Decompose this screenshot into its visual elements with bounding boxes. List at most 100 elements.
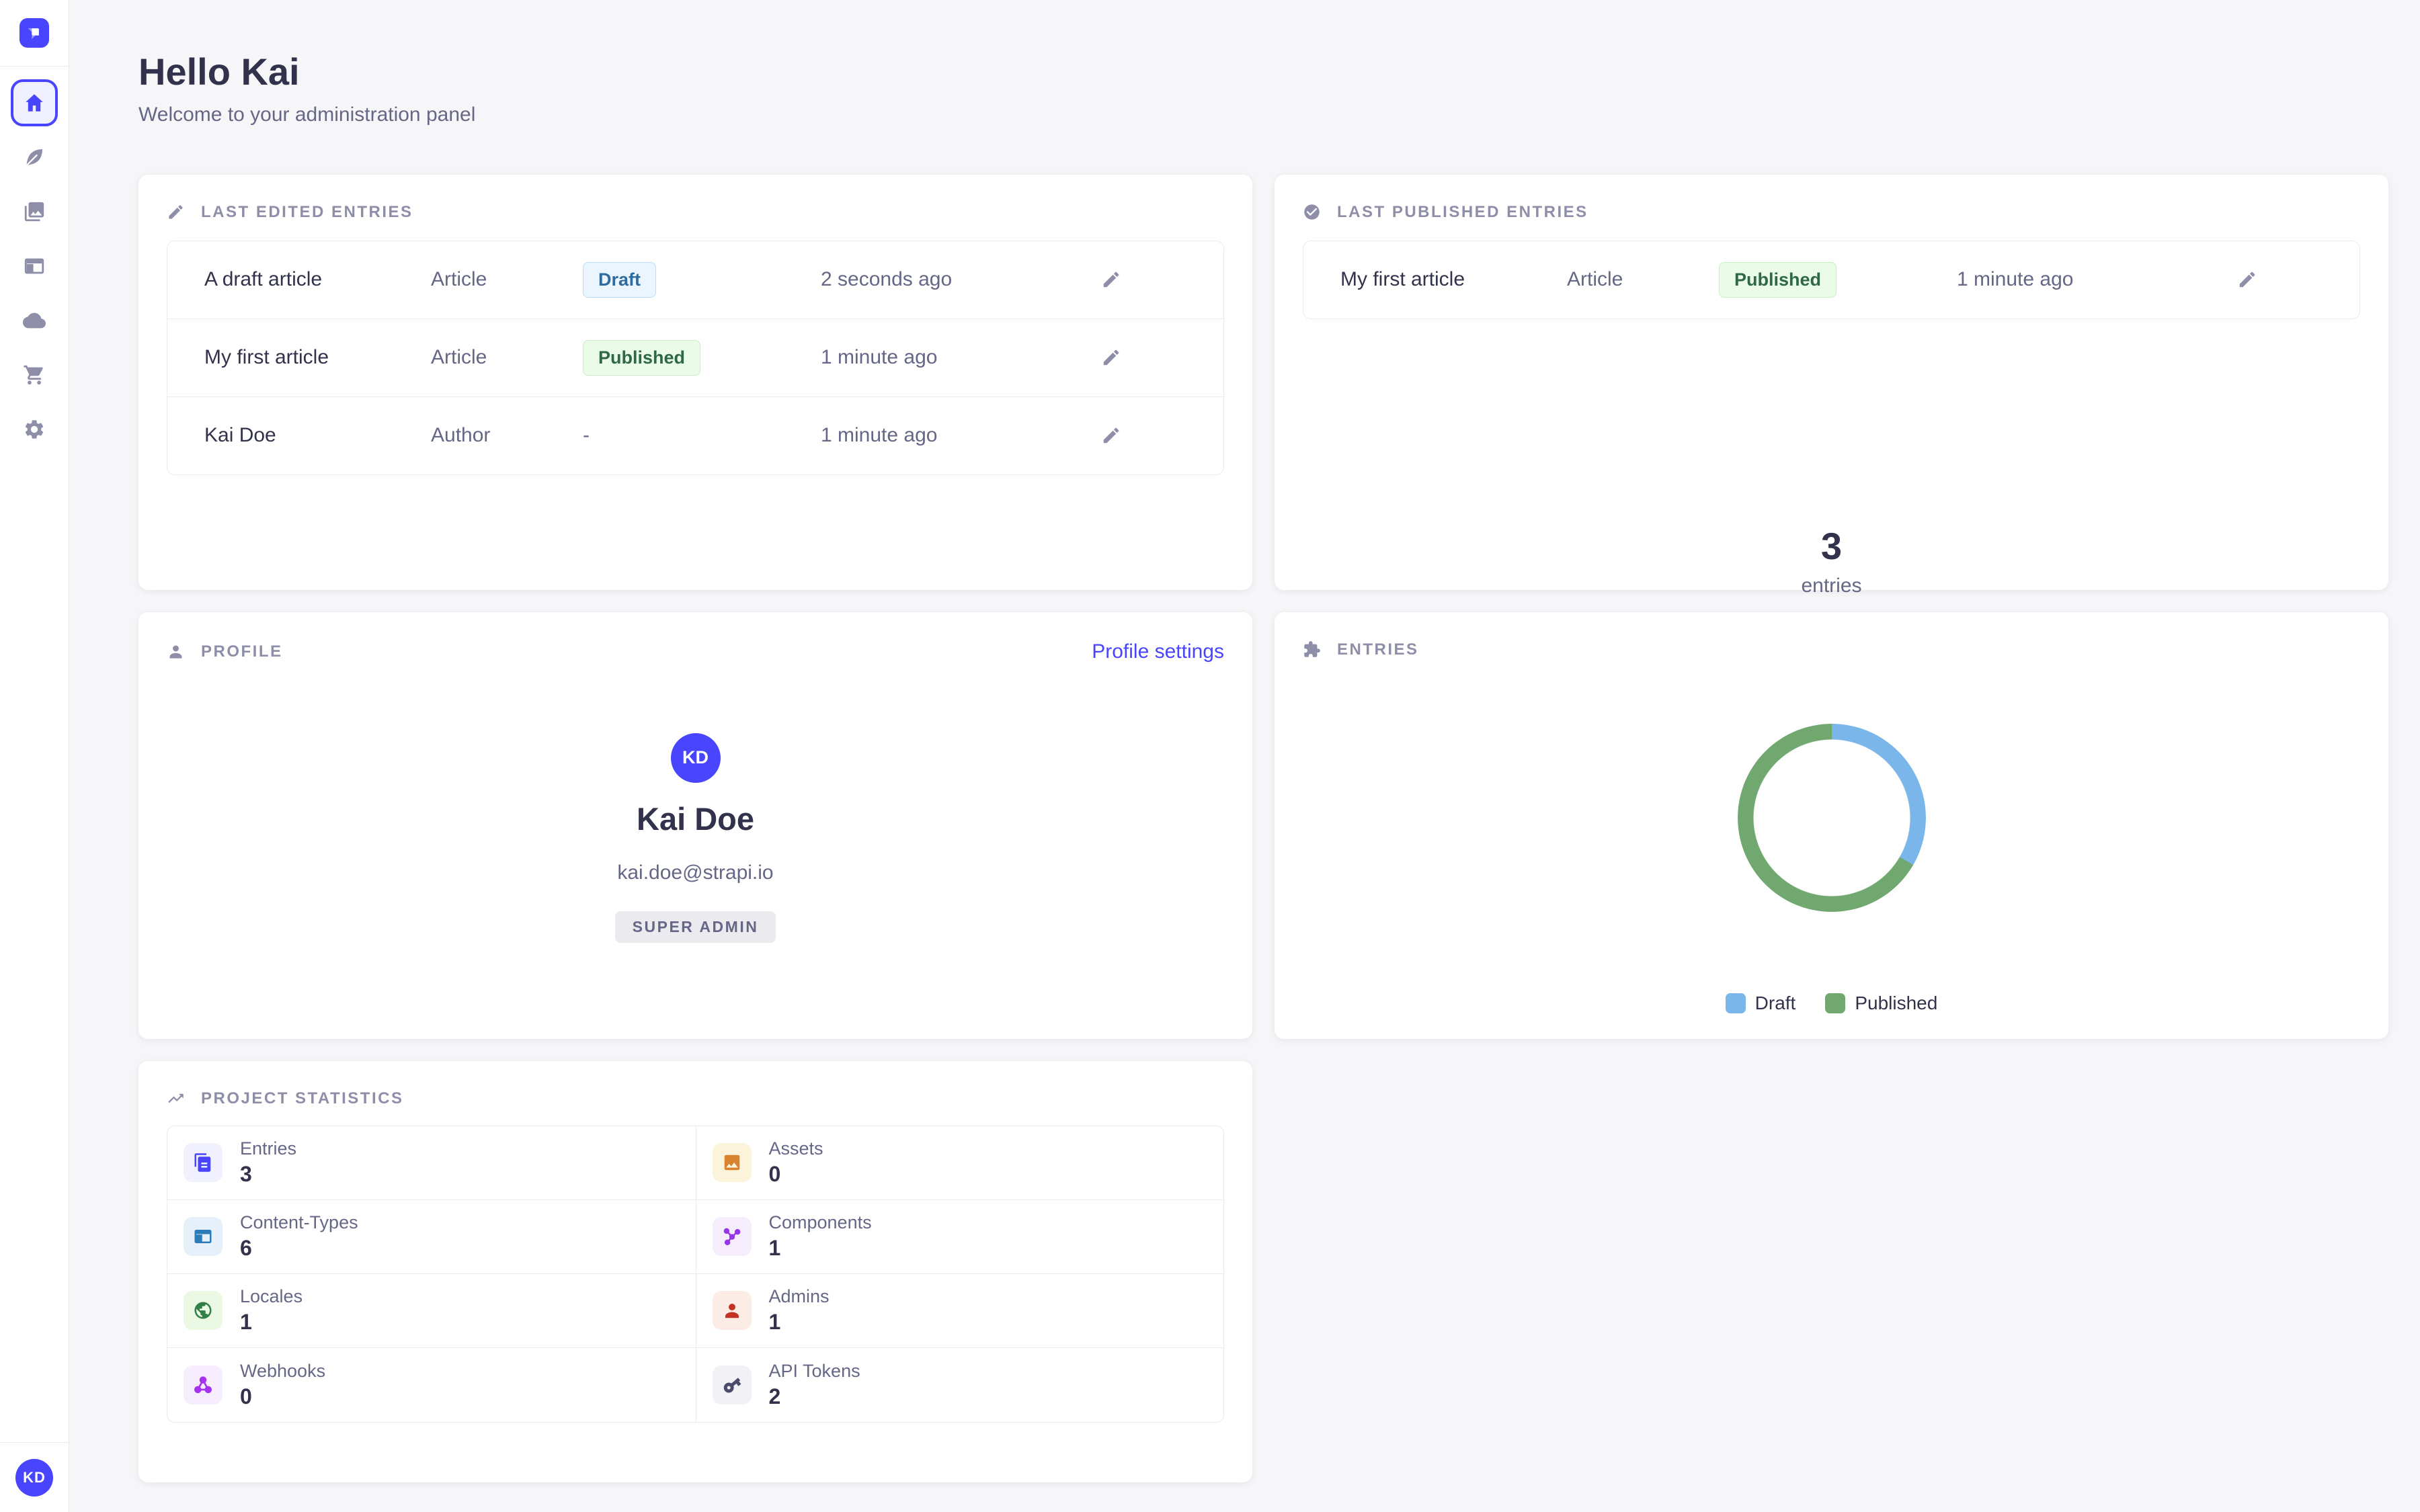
profile-settings-link[interactable]: Profile settings <box>1092 640 1224 663</box>
entries-chart-card: ENTRIES 3 entries Draft Published <box>1275 527 2388 1039</box>
entry-time: 2 seconds ago <box>821 268 953 291</box>
entries-donut-wrap: 3 entries Draft Published <box>1303 527 2360 1014</box>
draft-swatch <box>1725 993 1746 1013</box>
person-icon <box>725 1304 739 1318</box>
stat-text: Webhooks 0 <box>240 1361 325 1409</box>
puzzle-icon <box>1304 641 1320 657</box>
nodes-icon <box>723 1228 740 1246</box>
entry-time: 1 minute ago <box>821 346 938 369</box>
documents-icon <box>194 1153 211 1172</box>
globe-icon <box>194 1302 212 1319</box>
edit-entry-button[interactable] <box>1101 425 1223 446</box>
entry-status: - <box>583 424 590 447</box>
stat-text: Admins 1 <box>769 1286 830 1335</box>
stat-value: 3 <box>240 1162 252 1187</box>
stat-value: 2 <box>768 1384 781 1409</box>
project-statistics-header: PROJECT STATISTICS <box>167 1089 1224 1108</box>
card-title: PROJECT STATISTICS <box>201 1089 404 1107</box>
entry-name: My first article <box>204 346 329 369</box>
last-edited-entries-card: LAST EDITED ENTRIES A draft article Arti… <box>138 174 1252 590</box>
strapi-logo[interactable] <box>19 18 49 48</box>
edit-entry-button[interactable] <box>1101 347 1223 368</box>
entry-time: 1 minute ago <box>1957 268 2074 291</box>
stat-tile <box>184 1291 223 1331</box>
entry-status: Draft <box>583 261 821 298</box>
empty-grid-cell <box>1275 1061 2388 1482</box>
status-badge: Draft <box>583 261 657 298</box>
stat-text: Content-Types 6 <box>240 1212 358 1261</box>
cloud-icon <box>23 312 46 329</box>
sidebar-item-home[interactable] <box>11 79 58 126</box>
strapi-logo-icon <box>28 28 39 40</box>
last-published-header: LAST PUBLISHED ENTRIES <box>1303 203 2360 222</box>
stat-label: Assets <box>768 1138 823 1159</box>
stat-value: 0 <box>240 1384 252 1409</box>
cards-grid: LAST EDITED ENTRIES A draft article Arti… <box>138 174 2388 1482</box>
card-title: PROFILE <box>201 642 283 661</box>
stat-content-types: Content-Types 6 <box>167 1200 696 1274</box>
pencil-icon <box>1103 349 1119 366</box>
entry-type: Article <box>431 346 487 369</box>
stat-text: Assets 0 <box>769 1138 823 1187</box>
pencil-icon <box>169 205 183 219</box>
entries-donut <box>1737 723 1926 912</box>
entry-status: Published <box>1719 261 1957 298</box>
last-edited-table: A draft article Article Draft 2 seconds … <box>167 240 1224 475</box>
edit-entry-button[interactable] <box>1101 269 1223 290</box>
role-badge: SUPER ADMIN <box>614 911 776 943</box>
stat-text: Components 1 <box>769 1212 872 1261</box>
stat-tile <box>184 1143 223 1183</box>
table-row[interactable]: My first article Article Published 1 min… <box>1303 241 2360 319</box>
webhook-icon <box>194 1376 212 1393</box>
profile-avatar: KD <box>670 732 721 783</box>
stat-label: Content-Types <box>240 1212 358 1233</box>
person-icon <box>169 645 182 659</box>
key-icon <box>723 1377 741 1393</box>
home-icon <box>26 94 43 112</box>
edit-entry-button[interactable] <box>2237 269 2360 290</box>
user-avatar[interactable]: KD <box>15 1458 53 1497</box>
donut-center: 3 entries <box>1738 527 1926 597</box>
last-edited-header: LAST EDITED ENTRIES <box>167 203 1224 222</box>
cart-icon <box>24 365 43 385</box>
stat-text: API Tokens 2 <box>769 1361 860 1409</box>
page-title: Hello Kai <box>138 50 300 93</box>
pencil-icon <box>1103 427 1119 444</box>
stat-label: Admins <box>768 1286 830 1307</box>
stat-admins: Admins 1 <box>695 1273 1223 1348</box>
sidebar-item-content-manager[interactable] <box>11 134 58 181</box>
stat-tile <box>712 1217 752 1257</box>
entry-type: Article <box>431 268 487 291</box>
sidebar-item-marketplace[interactable] <box>11 351 58 398</box>
sidebar-item-settings[interactable] <box>11 406 58 453</box>
sidebar-item-media-library[interactable] <box>11 188 58 235</box>
table-row[interactable]: Kai Doe Author - 1 minute ago <box>167 396 1223 474</box>
stat-label: Components <box>768 1212 872 1233</box>
gear-icon <box>25 420 44 439</box>
stat-text: Entries 3 <box>240 1138 296 1187</box>
last-published-entries-card: LAST PUBLISHED ENTRIES My first article … <box>1275 174 2388 590</box>
stat-value: 1 <box>768 1236 781 1261</box>
legend-label: Draft <box>1755 992 1796 1013</box>
stat-webhooks: Webhooks 0 <box>167 1348 696 1422</box>
sidebar-item-deploy[interactable] <box>11 297 58 344</box>
profile-name: Kai Doe <box>637 800 754 837</box>
legend-item-draft: Draft <box>1725 992 1796 1014</box>
table-row[interactable]: My first article Article Published 1 min… <box>167 318 1223 396</box>
entry-status: Published <box>583 339 821 376</box>
profile-card: PROFILE Profile settings KD Kai Doe kai.… <box>138 612 1252 1039</box>
stat-value: 6 <box>240 1236 252 1261</box>
table-row[interactable]: A draft article Article Draft 2 seconds … <box>167 241 1223 319</box>
entry-name: A draft article <box>204 268 323 291</box>
entry-name: Kai Doe <box>204 424 276 447</box>
media-library-icon <box>24 202 44 222</box>
sidebar-item-content-type-builder[interactable] <box>11 243 58 290</box>
stat-value: 0 <box>768 1162 781 1187</box>
sidebar-header <box>0 0 69 67</box>
stat-value: 1 <box>768 1310 781 1335</box>
legend-item-published: Published <box>1825 993 1937 1014</box>
stat-label: Webhooks <box>240 1360 326 1381</box>
stat-label: API Tokens <box>768 1360 860 1381</box>
stat-components: Components 1 <box>695 1200 1223 1274</box>
legend-label: Published <box>1855 992 1938 1013</box>
